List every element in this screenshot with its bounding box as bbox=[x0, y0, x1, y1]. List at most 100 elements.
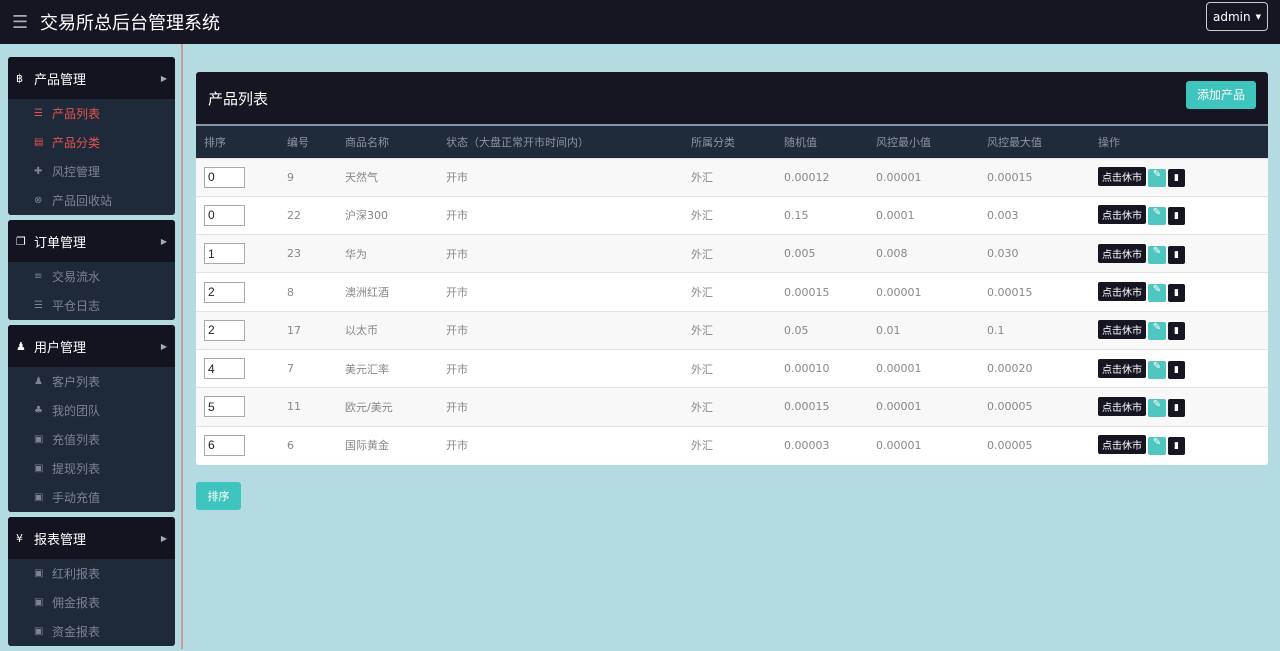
sidebar-item[interactable]: ▣ 充值列表 bbox=[8, 425, 175, 454]
sort-button[interactable]: 排序 bbox=[196, 482, 241, 510]
table-cell: 0.05 bbox=[784, 310, 876, 350]
trash-icon[interactable]: ▮ bbox=[1168, 322, 1185, 341]
sidebar-item[interactable]: ☰ 产品列表 bbox=[8, 99, 175, 128]
sidebar-group: ❐ 订单管理 ▶ ≡ 交易流水 ☰ 平仓日志 bbox=[8, 220, 175, 320]
sidebar-group-header[interactable]: ❐ 订单管理 ▶ bbox=[8, 220, 175, 262]
sidebar-item[interactable]: ⊗ 产品回收站 bbox=[8, 186, 175, 215]
edit-icon[interactable]: ✎ bbox=[1148, 360, 1166, 379]
close-market-button[interactable]: 点击休市 bbox=[1098, 320, 1146, 340]
sort-order-input[interactable] bbox=[204, 358, 245, 380]
sidebar-group-label: 产品管理 bbox=[34, 72, 87, 88]
sort-order-input[interactable] bbox=[204, 434, 245, 456]
table-cell: 0.00001 bbox=[876, 425, 987, 465]
sort-order-input[interactable] bbox=[204, 281, 245, 303]
table-cell: 9 bbox=[287, 157, 345, 197]
close-market-button[interactable]: 点击休市 bbox=[1098, 167, 1146, 187]
sidebar-group: ♟ 用户管理 ▶ ♟ 客户列表 ♣ 我的团队 ▣ 充值列表 ▣ 提现列表 ▣ 手动充值 bbox=[8, 325, 175, 512]
sidebar-item[interactable]: ▤ 产品分类 bbox=[8, 128, 175, 157]
sort-order-input[interactable] bbox=[204, 319, 245, 341]
sidebar-group: ¥ 报表管理 ▶ ▣ 红利报表 ▣ 佣金报表 ▣ 资金报表 bbox=[8, 517, 175, 646]
align-left-icon: ≡ bbox=[34, 271, 43, 282]
table-cell: 美元汇率 bbox=[345, 348, 446, 388]
sidebar-item[interactable]: ▣ 红利报表 bbox=[8, 559, 175, 588]
table-cell: 7 bbox=[287, 348, 345, 388]
sidebar-group-header[interactable]: ♟ 用户管理 ▶ bbox=[8, 325, 175, 367]
sidebar-item[interactable]: ✚ 风控管理 bbox=[8, 157, 175, 186]
copy-icon: ❐ bbox=[16, 234, 26, 248]
close-market-button[interactable]: 点击休市 bbox=[1098, 358, 1146, 378]
table-cell: 22 bbox=[287, 195, 345, 235]
product-table: 排序 编号 商品名称 状态（大盘正常开市时间内） 所属分类 随机值 风控最小值 风控最大值 操作… bbox=[196, 126, 1268, 465]
close-market-button[interactable]: 点击休市 bbox=[1098, 396, 1146, 416]
sort-order-input[interactable] bbox=[204, 243, 245, 265]
table-cell: 欧元/美元 bbox=[345, 387, 446, 427]
trash-icon[interactable]: ▮ bbox=[1168, 437, 1185, 456]
move-icon: ✚ bbox=[34, 166, 43, 177]
sidebar-item[interactable]: ▣ 佣金报表 bbox=[8, 588, 175, 617]
menu-icon[interactable]: ☰ bbox=[12, 11, 29, 33]
table-cell: 0.00020 bbox=[987, 348, 1098, 388]
table-cell: 开市 bbox=[446, 348, 691, 388]
table-cell: 0.1 bbox=[987, 310, 1098, 350]
money-icon: ▣ bbox=[34, 597, 44, 608]
sidebar-item[interactable]: ▣ 提现列表 bbox=[8, 454, 175, 483]
sidebar-item[interactable]: ♟ 客户列表 bbox=[8, 367, 175, 396]
table-cell: 开市 bbox=[446, 157, 691, 197]
sort-order-input[interactable] bbox=[204, 204, 245, 226]
column-header: 操作 bbox=[1098, 126, 1268, 158]
sidebar-item[interactable]: ☰ 平仓日志 bbox=[8, 291, 175, 320]
sidebar-item-label: 产品回收站 bbox=[52, 194, 113, 208]
table-cell: 0.00012 bbox=[784, 157, 876, 197]
trash-icon[interactable]: ▮ bbox=[1168, 398, 1185, 417]
table-cell: 11 bbox=[287, 387, 345, 427]
sidebar-group-header[interactable]: ฿ 产品管理 ▶ bbox=[8, 57, 175, 99]
table-cell: 外汇 bbox=[691, 157, 784, 197]
caret-right-icon: ▶ bbox=[160, 73, 167, 83]
close-market-button[interactable]: 点击休市 bbox=[1098, 282, 1146, 302]
edit-icon[interactable]: ✎ bbox=[1148, 169, 1166, 188]
sort-order-input[interactable] bbox=[204, 396, 245, 418]
table-cell: 开市 bbox=[446, 234, 691, 273]
table-cell: 0.00003 bbox=[784, 425, 876, 465]
trash-icon[interactable]: ▮ bbox=[1168, 245, 1185, 264]
app-title: 交易所总后台管理系统 bbox=[40, 13, 220, 34]
edit-icon[interactable]: ✎ bbox=[1148, 245, 1166, 264]
table-cell: 8 bbox=[287, 272, 345, 312]
sidebar-item-label: 风控管理 bbox=[52, 165, 101, 179]
table-cell: 0.00001 bbox=[876, 272, 987, 312]
table-cell: 0.01 bbox=[876, 310, 987, 350]
close-market-button[interactable]: 点击休市 bbox=[1098, 243, 1146, 263]
caret-right-icon: ▶ bbox=[160, 341, 167, 351]
user-name: admin bbox=[1213, 9, 1251, 24]
close-market-button[interactable]: 点击休市 bbox=[1098, 205, 1146, 225]
money-icon: ▣ bbox=[34, 463, 44, 474]
sidebar-item-label: 红利报表 bbox=[52, 567, 101, 581]
caret-right-icon: ▶ bbox=[160, 533, 167, 543]
trash-icon[interactable]: ▮ bbox=[1168, 207, 1185, 226]
trash-icon[interactable]: ▮ bbox=[1168, 284, 1185, 303]
user-dropdown[interactable]: admin ▼ bbox=[1206, 2, 1268, 31]
sidebar-item[interactable]: ▣ 手动充值 bbox=[8, 483, 175, 512]
sidebar-item-label: 佣金报表 bbox=[52, 596, 101, 610]
edit-icon[interactable]: ✎ bbox=[1148, 207, 1166, 226]
sidebar-item[interactable]: ▣ 资金报表 bbox=[8, 617, 175, 646]
edit-icon[interactable]: ✎ bbox=[1148, 322, 1166, 341]
add-product-button[interactable]: 添加产品 bbox=[1185, 81, 1256, 109]
sidebar-group-header[interactable]: ¥ 报表管理 ▶ bbox=[8, 517, 175, 559]
sidebar-item[interactable]: ≡ 交易流水 bbox=[8, 262, 175, 291]
sidebar-group-label: 报表管理 bbox=[34, 532, 87, 548]
sidebar-item[interactable]: ♣ 我的团队 bbox=[8, 396, 175, 425]
user-icon: ♟ bbox=[34, 376, 43, 387]
table-cell: 0.003 bbox=[987, 195, 1098, 235]
trash-icon[interactable]: ▮ bbox=[1168, 169, 1185, 188]
sort-order-input[interactable] bbox=[204, 166, 245, 188]
edit-icon[interactable]: ✎ bbox=[1148, 437, 1166, 456]
edit-icon[interactable]: ✎ bbox=[1148, 398, 1166, 417]
column-header: 风控最小值 bbox=[876, 126, 987, 158]
table-cell: 沪深300 bbox=[345, 195, 446, 235]
table-cell: 0.00015 bbox=[987, 157, 1098, 197]
close-market-button[interactable]: 点击休市 bbox=[1098, 435, 1146, 455]
trash-icon[interactable]: ▮ bbox=[1168, 360, 1185, 379]
edit-icon[interactable]: ✎ bbox=[1148, 284, 1166, 303]
